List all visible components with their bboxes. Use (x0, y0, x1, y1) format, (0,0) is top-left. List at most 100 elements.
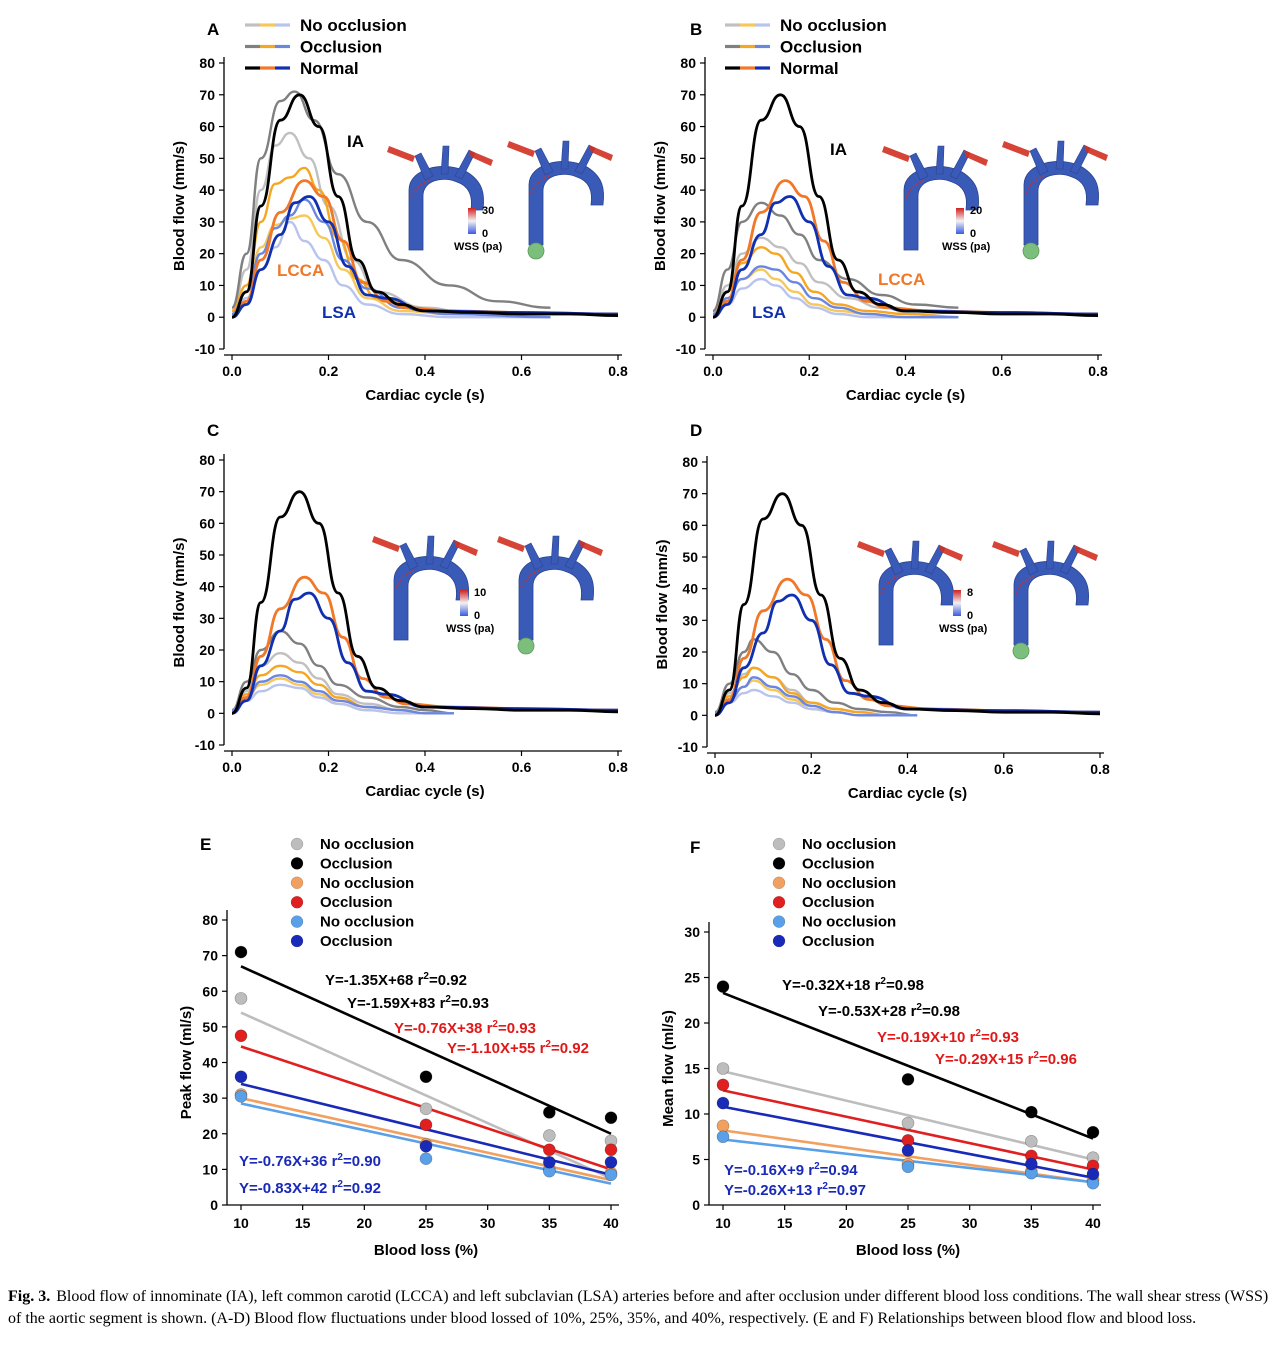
y-tick-label: 40 (682, 581, 698, 597)
y-tick-label: 40 (680, 182, 696, 198)
y-tick-label: 0 (207, 705, 215, 721)
carotid-branch (550, 535, 560, 565)
r2-value: =0.98 (886, 977, 924, 994)
y-tick-label: 0 (207, 309, 215, 325)
legend-label: No occlusion (780, 16, 887, 35)
wss-hotspot (395, 569, 417, 589)
series-line-lsa-no-occlusion (712, 277, 959, 319)
subclavian-tip (387, 146, 415, 162)
data-point (1025, 1157, 1038, 1171)
data-point (604, 1143, 618, 1157)
series-line-ia-occlusion (714, 638, 918, 717)
data-point (419, 1102, 433, 1116)
regression-equation: Y=-0.29X+15 r2=0.96 (935, 1050, 1077, 1068)
data-point (419, 1139, 433, 1153)
x-tick-label: 0.4 (898, 761, 918, 777)
y-tick-label: 70 (202, 948, 218, 964)
panel-label: B (690, 20, 702, 39)
data-point (234, 1070, 248, 1084)
y-tick-label: 10 (682, 676, 698, 692)
y-tick-label: 10 (199, 277, 215, 293)
y-tick-label: -10 (195, 341, 215, 357)
panel-C: C -10 0 10 20 30 40 50 60 70 80 0.0 0.2 0.4 0.6 0.8 Card… (171, 421, 628, 800)
y-tick-label: 50 (680, 150, 696, 166)
r2-superscript: 2 (916, 1002, 922, 1013)
aorta-model-normal (372, 535, 478, 641)
x-tick-label: 0.8 (1088, 363, 1108, 379)
legend-marker (772, 895, 786, 909)
y-tick-label: 25 (684, 970, 700, 986)
legend-marker (290, 876, 304, 890)
equation-text: Y=-0.76X+36 r (239, 1153, 338, 1170)
r2-value: =0.90 (343, 1153, 381, 1170)
wss-min-label: 0 (482, 228, 488, 240)
carotid-branch (425, 535, 435, 565)
x-tick-label: 25 (900, 1215, 916, 1231)
panel-E: E 0 10 20 30 40 50 60 70 80 10 15 20 25 30 35 40 Blood lo… (178, 835, 619, 1259)
y-tick-label: 20 (684, 1015, 700, 1031)
r2-value: =0.93 (498, 1020, 536, 1037)
y-axis-title: Blood flow (mm/s) (654, 540, 671, 670)
y-tick-label: 30 (682, 612, 698, 628)
x-tick-label: 0.6 (994, 761, 1014, 777)
wss-unit-label: WSS (pa) (454, 241, 503, 253)
data-point (1025, 1105, 1038, 1119)
data-point (1086, 1125, 1100, 1139)
wss-unit-label: WSS (pa) (939, 623, 988, 635)
r2-superscript: 2 (337, 1152, 343, 1163)
y-tick-label: 0 (692, 1197, 700, 1213)
wss-hotspot (520, 569, 542, 589)
x-tick-label: 0.0 (222, 363, 242, 379)
r2-superscript: 2 (545, 1039, 551, 1050)
x-tick-label: 0.0 (705, 761, 725, 777)
y-axis-title: Mean flow (ml/s) (660, 1010, 677, 1127)
series-line-ia-normal (231, 490, 619, 715)
subclavian-tip (992, 541, 1020, 557)
legend-marker (772, 837, 786, 851)
x-tick-label: 0.2 (800, 363, 820, 379)
regression-equation: Y=-0.16X+9 r2=0.94 (724, 1161, 858, 1179)
x-tick-label: 0.4 (896, 363, 916, 379)
y-tick-label: 60 (199, 119, 215, 135)
y-tick-label: 60 (202, 983, 218, 999)
legend-label: No occlusion (320, 836, 414, 853)
regression-equation: Y=-0.19X+10 r2=0.93 (877, 1028, 1019, 1046)
series-line-lsa-normal (231, 591, 619, 715)
wss-min-label: 0 (967, 610, 973, 622)
data-point (901, 1160, 915, 1174)
aorta-arch (518, 556, 594, 641)
y-tick-label: 0 (690, 707, 698, 723)
subclavian-tip (507, 141, 535, 157)
y-tick-label: 30 (680, 214, 696, 230)
equation-text: Y=-0.76X+38 r (394, 1020, 493, 1037)
series-line-lcca-normal (231, 575, 619, 715)
y-tick-label: -10 (195, 737, 215, 753)
x-axis-title: Blood loss (%) (856, 1242, 960, 1259)
innominate-branch (1019, 547, 1039, 576)
y-tick-label: 50 (199, 150, 215, 166)
legend-label: Occlusion (320, 933, 393, 950)
data-point (543, 1129, 556, 1142)
data-point (716, 980, 730, 993)
series-line-lsa-no-occlusion (231, 683, 454, 715)
wss-hotspot (880, 574, 902, 594)
series-line-lcca-normal (231, 179, 619, 319)
panel-label: A (207, 20, 219, 39)
aorta-arch (1023, 161, 1099, 246)
legend-label: No occlusion (320, 914, 414, 931)
left-subclavian-tip (964, 150, 988, 166)
x-tick-label: 40 (1085, 1215, 1101, 1231)
aorta-model-occluded (507, 140, 613, 260)
label-lcca: LCCA (878, 270, 925, 289)
y-tick-label: 10 (680, 277, 696, 293)
series-line-ia-normal (714, 492, 1101, 717)
legend-marker (772, 934, 786, 948)
y-tick-label: 80 (680, 55, 696, 71)
data-point (901, 1116, 915, 1130)
x-tick-label: 35 (1024, 1215, 1040, 1231)
r2-value: =0.92 (343, 1180, 381, 1197)
regression-equation: Y=-1.59X+83 r2=0.93 (347, 994, 489, 1012)
carotid-branch (1055, 140, 1065, 170)
figure-caption: Fig. 3. Blood flow of innominate (IA), le… (8, 1286, 1276, 1330)
aorta-arch (1013, 561, 1089, 646)
